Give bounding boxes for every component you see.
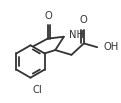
Text: OH: OH — [104, 42, 119, 52]
Text: O: O — [45, 11, 53, 20]
Text: NH: NH — [69, 30, 84, 40]
Text: Cl: Cl — [32, 85, 42, 95]
Text: O: O — [79, 15, 87, 25]
